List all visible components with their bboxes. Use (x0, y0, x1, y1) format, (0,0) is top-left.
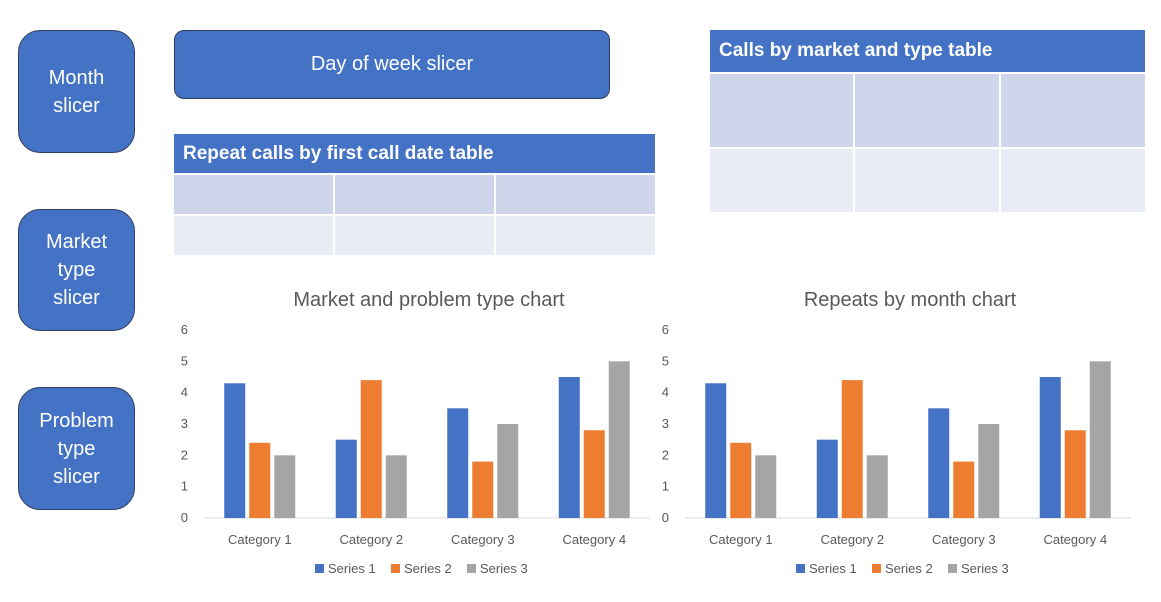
legend-swatch (315, 564, 324, 573)
x-tick-label: Category 4 (562, 532, 626, 547)
day-of-week-slicer[interactable]: Day of week slicer (174, 30, 610, 99)
legend-swatch (467, 564, 476, 573)
x-tick-label: Category 3 (932, 532, 996, 547)
table-row (174, 173, 655, 214)
table-cell (496, 216, 655, 255)
month-slicer[interactable]: Month slicer (18, 30, 135, 153)
x-tick-label: Category 2 (820, 532, 884, 547)
legend-swatch (391, 564, 400, 573)
y-tick-label: 1 (181, 479, 188, 494)
table-row (174, 214, 655, 255)
x-tick-label: Category 1 (228, 532, 292, 547)
bar-series-3-category-4 (1089, 361, 1111, 518)
problem-type-slicer-label-line2: type (57, 437, 96, 460)
problem-type-slicer-label-line1: Problem (39, 409, 114, 432)
calls-by-market-table-title: Calls by market and type table (710, 30, 1145, 72)
y-tick-label: 3 (181, 416, 188, 431)
market-type-slicer-label-line2: type (57, 259, 96, 281)
bar-series-1-category-3 (447, 408, 469, 518)
market-problem-type-chart-svg: Market and problem type chart 0 1 2 3 4 5 6 Cate… (181, 289, 650, 576)
table-cell (1001, 74, 1145, 147)
bar-series-1-category-4 (1039, 377, 1061, 518)
y-tick-label: 3 (662, 416, 669, 431)
calls-by-market-table: Calls by market and type table (710, 30, 1145, 212)
y-tick-label: 2 (662, 447, 669, 462)
y-tick-label: 4 (181, 385, 188, 400)
bar-series-3-category-3 (497, 424, 519, 518)
bar-series-2-category-2 (841, 380, 863, 518)
legend-label: Series 3 (961, 561, 1009, 576)
table-cell (496, 175, 655, 214)
legend-label: Series 3 (480, 561, 528, 576)
table-row (710, 147, 1145, 212)
month-slicer-label-line1: Month (48, 66, 105, 89)
y-tick-label: 0 (662, 510, 669, 525)
legend-label: Series 2 (885, 561, 933, 576)
y-tick-label: 0 (181, 510, 188, 525)
bar-series-1-category-2 (816, 439, 838, 518)
y-tick-label: 4 (662, 385, 669, 400)
y-tick-label: 2 (181, 447, 188, 462)
legend-label: Series 1 (328, 561, 376, 576)
bar-series-2-category-1 (249, 442, 271, 518)
bar-series-2-category-4 (583, 430, 605, 518)
chart-title: Repeats by month chart (804, 289, 1017, 311)
table-cell (174, 216, 335, 255)
bar-series-3-category-2 (385, 455, 407, 518)
bar-series-3-category-4 (608, 361, 630, 518)
bar-series-1-category-2 (335, 439, 357, 518)
bar-series-3-category-1 (755, 455, 777, 518)
y-tick-label: 6 (662, 322, 669, 337)
repeats-by-month-chart: Repeats by month chart 0 1 2 3 4 5 6 Category 1 C… (653, 280, 1143, 585)
problem-type-slicer-label-line3: slicer (53, 465, 100, 488)
bar-series-2-category-4 (1064, 430, 1086, 518)
bar-series-1-category-3 (928, 408, 950, 518)
table-cell (855, 149, 1001, 212)
market-type-slicer-label-line3: slicer (53, 287, 100, 309)
bar-series-1-category-1 (224, 383, 246, 518)
x-tick-label: Category 4 (1043, 532, 1107, 547)
bar-series-3-category-3 (978, 424, 1000, 518)
x-tick-label: Category 3 (451, 532, 515, 547)
y-tick-label: 6 (181, 322, 188, 337)
legend-swatch (948, 564, 957, 573)
table-row (710, 72, 1145, 147)
month-slicer-label-line2: slicer (53, 94, 100, 117)
x-tick-label: Category 1 (709, 532, 773, 547)
bar-series-2-category-1 (730, 442, 752, 518)
table-cell (335, 216, 496, 255)
x-tick-label: Category 2 (339, 532, 403, 547)
table-cell (1001, 149, 1145, 212)
market-problem-type-chart: Market and problem type chart 0 1 2 3 4 5 6 Cate… (172, 280, 662, 585)
legend-swatch (872, 564, 881, 573)
table-cell (855, 74, 1001, 147)
bar-series-3-category-1 (274, 455, 296, 518)
bar-series-2-category-3 (953, 461, 975, 518)
repeats-by-month-chart-svg: Repeats by month chart 0 1 2 3 4 5 6 Category 1 C… (662, 289, 1131, 576)
table-cell (710, 149, 855, 212)
bar-series-3-category-2 (866, 455, 888, 518)
y-tick-label: 5 (181, 353, 188, 368)
legend-swatch (796, 564, 805, 573)
chart-title: Market and problem type chart (293, 289, 565, 311)
bar-series-1-category-4 (558, 377, 580, 518)
table-cell (710, 74, 855, 147)
bar-series-1-category-1 (705, 383, 727, 518)
table-cell (174, 175, 335, 214)
bar-series-2-category-2 (360, 380, 382, 518)
legend-label: Series 2 (404, 561, 452, 576)
table-cell (335, 175, 496, 214)
market-type-slicer-label-line1: Market (45, 231, 108, 253)
repeat-calls-table: Repeat calls by first call date table (174, 134, 655, 255)
day-of-week-slicer-label: Day of week slicer (310, 53, 474, 75)
legend-label: Series 1 (809, 561, 857, 576)
y-tick-label: 1 (662, 479, 669, 494)
repeat-calls-table-title: Repeat calls by first call date table (174, 134, 655, 173)
bar-series-2-category-3 (472, 461, 494, 518)
problem-type-slicer[interactable]: Problem type slicer (18, 387, 135, 510)
y-tick-label: 5 (662, 353, 669, 368)
market-type-slicer[interactable]: Market type slicer (18, 209, 135, 331)
